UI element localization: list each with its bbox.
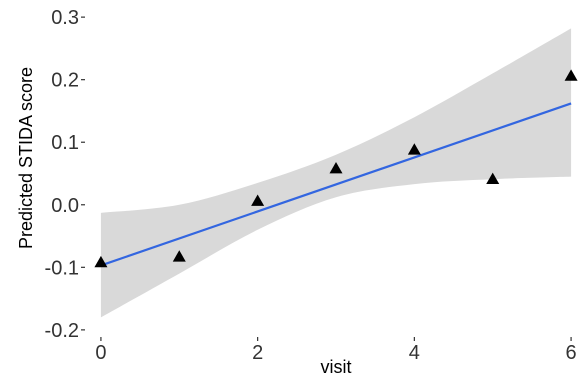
x-tick-label: 0	[95, 342, 106, 364]
x-axis-ticks: 0 2 4 6	[95, 337, 577, 364]
x-tick-label: 6	[566, 342, 577, 364]
regression-line	[100, 102, 572, 267]
fit-line-layer	[100, 102, 572, 267]
data-point	[94, 255, 108, 268]
x-axis-title: visit	[321, 357, 352, 377]
data-point	[407, 143, 421, 155]
data-point	[329, 161, 343, 174]
data-points-layer	[94, 69, 578, 268]
y-tick-label: -0.1	[45, 257, 79, 279]
data-point	[251, 194, 265, 206]
y-tick-label: 0.2	[51, 70, 79, 92]
y-axis-title: Predicted STIDA score	[16, 67, 36, 249]
data-point	[564, 69, 578, 81]
y-tick-label: 0.3	[51, 7, 79, 29]
x-tick-label: 2	[252, 342, 263, 364]
y-axis-ticks: -0.2 -0.1 0.0 0.1 0.2 0.3	[45, 7, 85, 342]
data-point	[172, 250, 186, 262]
x-tick-label: 4	[409, 342, 420, 364]
y-tick-label: -0.2	[45, 320, 79, 342]
y-tick-label: 0.0	[51, 195, 79, 217]
data-point	[486, 172, 500, 185]
y-tick-label: 0.1	[51, 132, 79, 154]
